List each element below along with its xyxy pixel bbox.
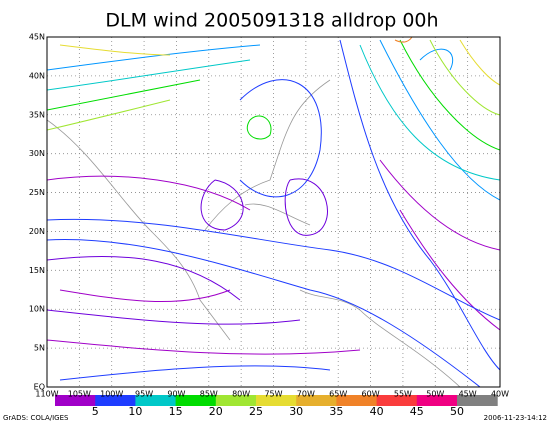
colorbar-swatch (215, 395, 257, 406)
colorbar-swatch (296, 395, 337, 406)
colorbar-label: 15 (169, 405, 183, 418)
lon-label: 95W (135, 390, 153, 399)
colorbar-label: 10 (128, 405, 142, 418)
lon-label: 100W (100, 390, 123, 399)
colorbar-label: 45 (410, 405, 424, 418)
colorbar-swatch (256, 395, 297, 406)
colorbar-swatch (175, 395, 217, 406)
lon-label: 105W (68, 390, 91, 399)
colorbar-swatch (336, 395, 378, 406)
lon-label: 55W (394, 390, 412, 399)
colorbar-label: 40 (370, 405, 384, 418)
lat-label: 25N (29, 188, 45, 197)
colorbar-swatch (55, 395, 96, 406)
colorbar-label: 50 (450, 405, 464, 418)
lon-label: 110W (35, 390, 58, 399)
map-title: DLM wind 2005091318 alldrop 00h (105, 10, 438, 32)
lat-label: 30N (29, 149, 45, 158)
colorbar-label: 20 (209, 405, 223, 418)
colorbar-label: 35 (329, 405, 343, 418)
footer-right: 2006-11-23-14:12 (484, 414, 547, 422)
lat-label: 5N (34, 344, 45, 353)
coastline (47, 79, 461, 387)
colorbar-swatch (457, 395, 498, 406)
colorbar-label: 5 (92, 405, 99, 418)
lon-label: 45W (459, 390, 477, 399)
lon-label: 80W (232, 390, 250, 399)
streamlines (47, 37, 500, 387)
lon-label: 50W (426, 390, 444, 399)
lat-label: 40N (29, 71, 45, 80)
lat-label: EQ (34, 383, 45, 392)
lat-label: 45N (29, 33, 45, 42)
lon-label: 85W (200, 390, 218, 399)
grid (47, 37, 500, 387)
colorbar-swatch (135, 395, 177, 406)
colorbar-swatch (416, 395, 458, 406)
plot-frame (46, 36, 501, 388)
colorbar-swatch (95, 395, 136, 406)
lon-label: 60W (362, 390, 380, 399)
footer-left: GrADS: COLA/IGES (3, 414, 69, 422)
lon-label: 65W (329, 390, 347, 399)
lon-label: 40W (491, 390, 509, 399)
colorbar-label: 25 (249, 405, 263, 418)
lat-label: 35N (29, 110, 45, 119)
lon-label: 90W (167, 390, 185, 399)
lat-label: 15N (29, 266, 45, 275)
colorbar-swatch (376, 395, 418, 406)
colorbar: 5 10 15 20 25 30 35 40 45 50 (55, 395, 498, 418)
lat-label: 10N (29, 305, 45, 314)
lat-label: 20N (29, 227, 45, 236)
colorbar-label: 30 (289, 405, 303, 418)
lon-label: 70W (297, 390, 315, 399)
lon-label: 75W (264, 390, 282, 399)
